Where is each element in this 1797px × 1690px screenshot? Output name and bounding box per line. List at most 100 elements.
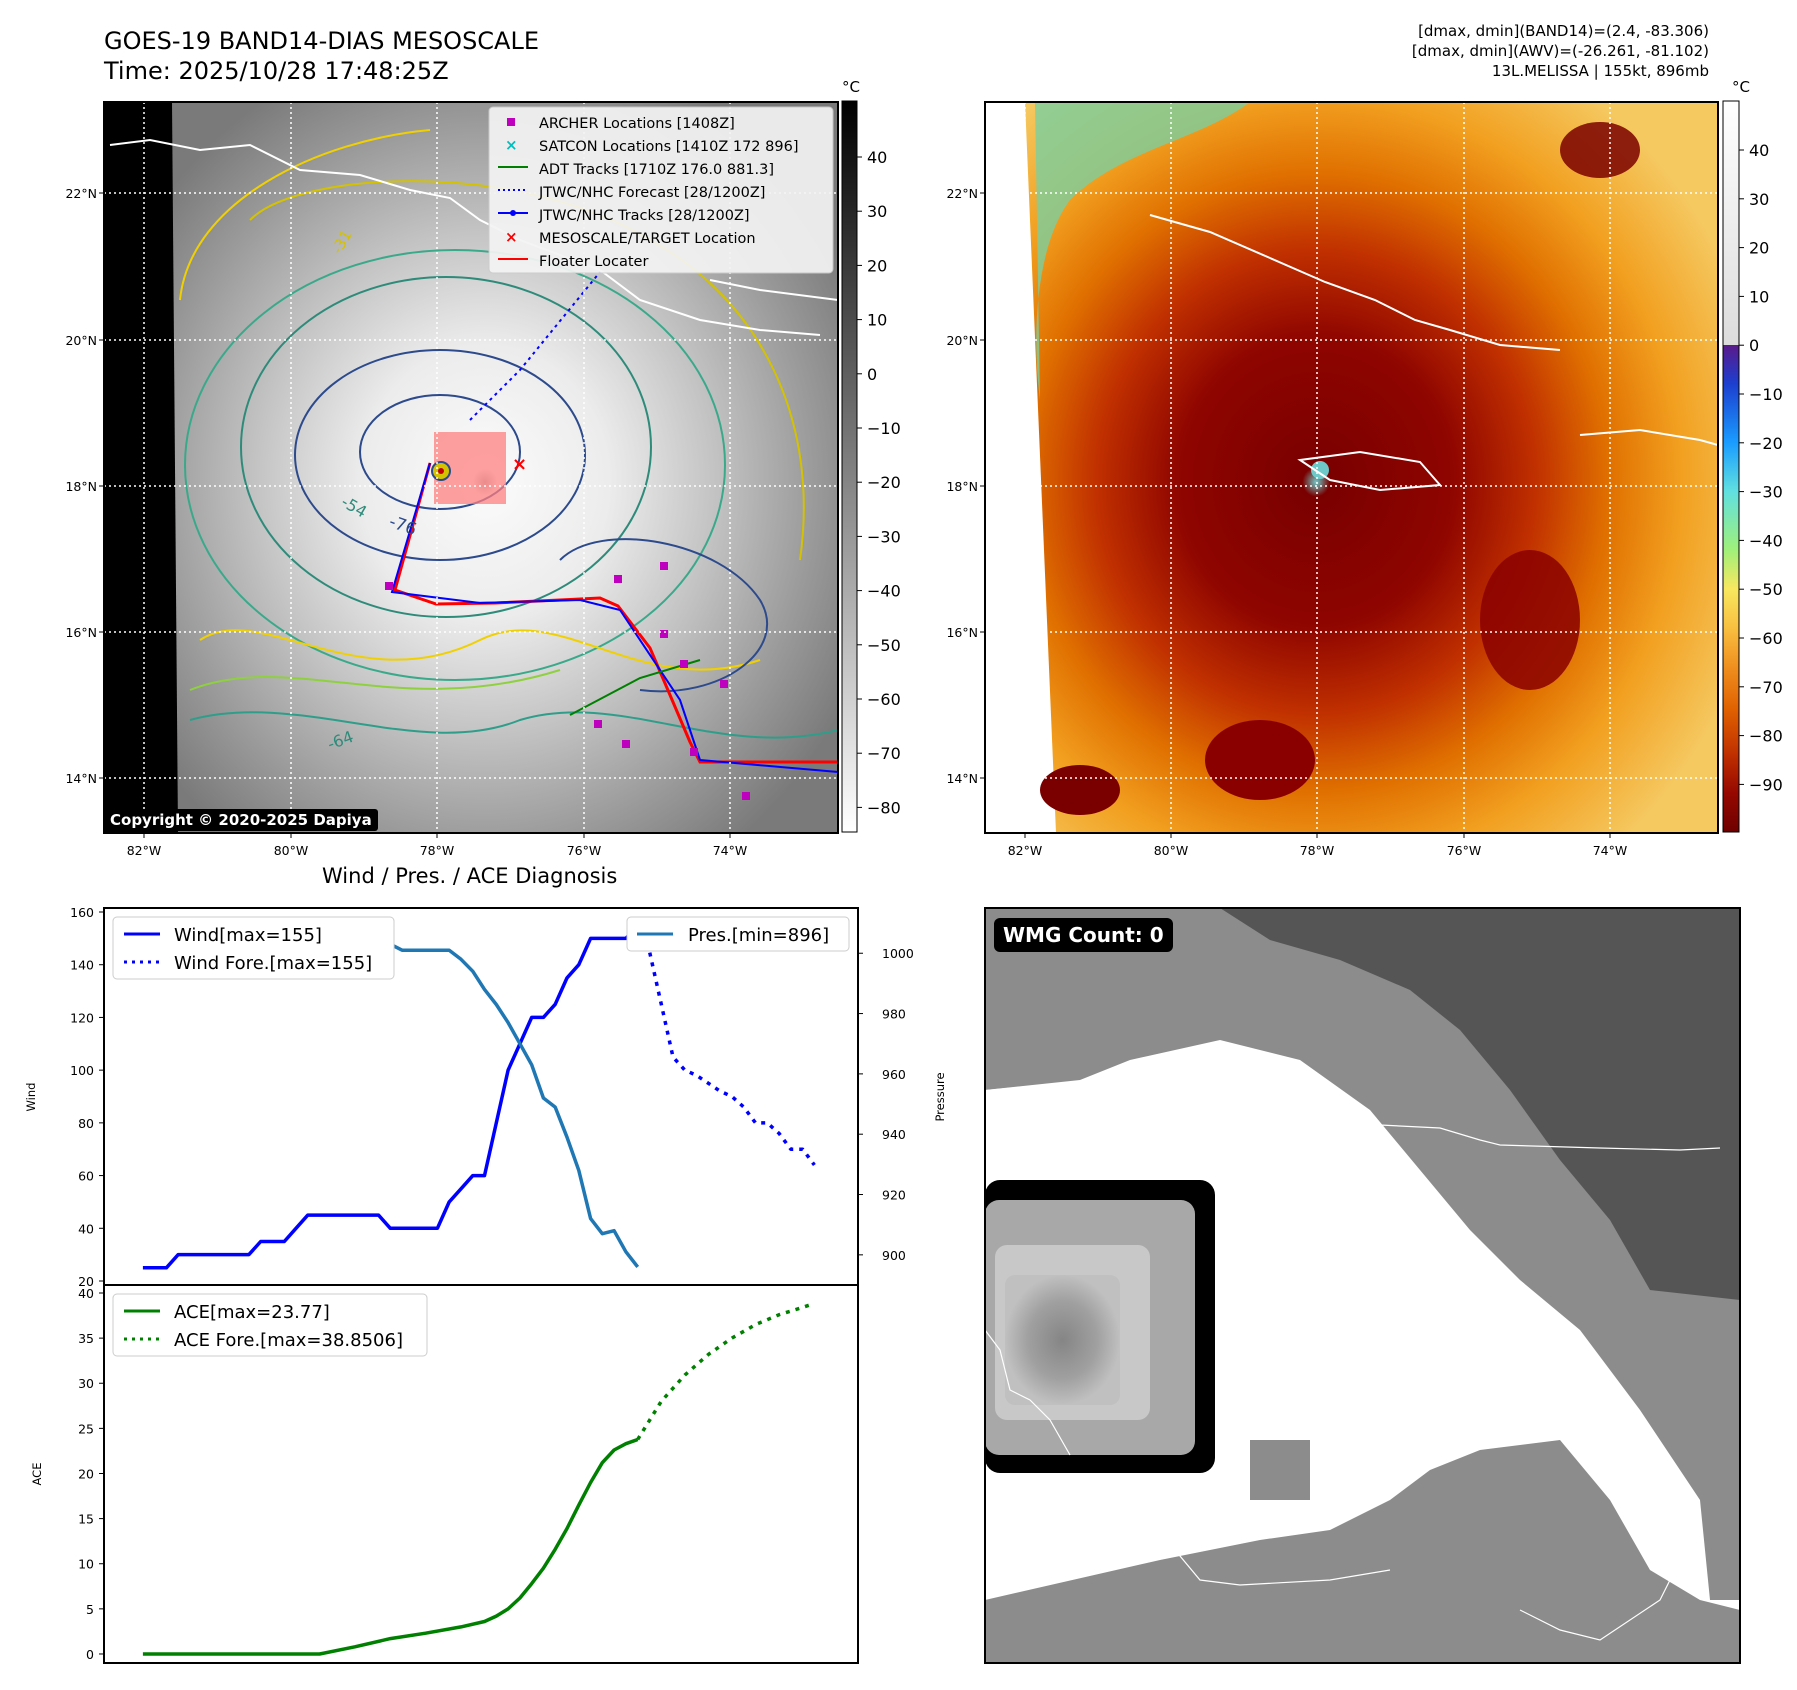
lon-tick-label: 80°W bbox=[274, 843, 309, 858]
ace-ytick-label: 25 bbox=[78, 1421, 94, 1436]
wmg-frame bbox=[984, 907, 1741, 1664]
lon-tick-label: 82°W bbox=[1008, 843, 1043, 858]
pres-ytick-label: 920 bbox=[882, 1188, 906, 1203]
lon-tick-label: 76°W bbox=[1447, 843, 1482, 858]
ir-colorbar-tick-label: −60 bbox=[867, 690, 901, 709]
lat-tick-label: 22°N bbox=[946, 186, 978, 201]
legend-pres: Pres.[min=896] bbox=[688, 925, 829, 946]
wind-ytick-label: 60 bbox=[78, 1169, 94, 1184]
legend-ace-fore: ACE Fore.[max=38.8506] bbox=[174, 1330, 403, 1351]
ir-colorbar: °C 40 30 20 10 0 −10 −20 −30 −40 −50 −60 −70 −80 bbox=[841, 78, 901, 833]
wind-ytick-label: 140 bbox=[70, 958, 94, 973]
legend-mesoscale: MESOSCALE/TARGET Location bbox=[539, 231, 756, 247]
legend-archer: ARCHER Locations [1408Z] bbox=[539, 116, 735, 132]
info-line-1: [dmax, dmin](BAND14)=(2.4, -83.306) bbox=[1418, 22, 1709, 40]
awv-colorbar-tick-label: 20 bbox=[1749, 239, 1769, 258]
legend-adt: ADT Tracks [1710Z 176.0 881.3] bbox=[539, 162, 774, 178]
ace-ytick-label: 15 bbox=[78, 1512, 94, 1527]
legend-archer-marker bbox=[507, 118, 515, 126]
legend-floater: Floater Locater bbox=[539, 254, 648, 270]
awv-colorbar-tick-label: −50 bbox=[1749, 580, 1783, 599]
legend-satcon-marker: × bbox=[505, 136, 518, 154]
awv-colorbar-tick-label: 0 bbox=[1749, 336, 1759, 355]
ir-colorbar-tick-label: −10 bbox=[867, 419, 901, 438]
ace-ytick-label: 20 bbox=[78, 1466, 94, 1481]
awv-colorbar-tick-label: −30 bbox=[1749, 483, 1783, 502]
wind-ytick-label: 80 bbox=[78, 1116, 94, 1131]
legend-mesoscale-marker: × bbox=[505, 228, 518, 246]
awv-colorbar-tick-label: −10 bbox=[1749, 385, 1783, 404]
lon-tick-label: 74°W bbox=[713, 843, 748, 858]
awv-colorbar-tick-label: −90 bbox=[1749, 775, 1783, 794]
ace-ytick-label: 10 bbox=[78, 1557, 94, 1572]
ace-ytick-label: 0 bbox=[86, 1647, 94, 1662]
figure-title: GOES-19 BAND14-DIAS MESOSCALE bbox=[104, 27, 540, 55]
awv-colorbar-tick-label: 40 bbox=[1749, 141, 1769, 160]
awv-colorbar-tick-label: −20 bbox=[1749, 434, 1783, 453]
lat-tick-label: 16°N bbox=[65, 625, 97, 640]
lat-tick-label: 14°N bbox=[946, 771, 978, 786]
awv-map-imagery bbox=[985, 102, 1718, 833]
ir-colorbar-tick-label: 0 bbox=[867, 365, 877, 384]
wind-ytick-label: 40 bbox=[78, 1221, 94, 1236]
wmg-imagery bbox=[985, 908, 1740, 1663]
ir-map-legend: × × ARCHER Locations [1408Z] SATCON Loca… bbox=[488, 106, 834, 274]
ace-axis-label: ACE bbox=[30, 1463, 44, 1486]
ir-colorbar-tick-label: 30 bbox=[867, 202, 887, 221]
ir-colorbar-tick-label: −50 bbox=[867, 636, 901, 655]
ir-colorbar-tick-label: −20 bbox=[867, 473, 901, 492]
wind-pressure-chart: 20 40 60 80 100 120 140 160 900 920 940 960 980 1000… bbox=[24, 905, 947, 1289]
lon-tick-label: 78°W bbox=[1300, 843, 1335, 858]
awv-colorbar-tick-label: −40 bbox=[1749, 531, 1783, 550]
wind-ytick-label: 160 bbox=[70, 905, 94, 920]
ir-colorbar-unit: °C bbox=[842, 78, 860, 96]
awv-colorbar: °C 40 30 20 10 0 −10 −20 −30 −40 −50 −60 −70 −80 −90 bbox=[1722, 78, 1783, 833]
awv-colorbar-tick-label: 30 bbox=[1749, 190, 1769, 209]
ace-chart: 0 5 10 15 20 25 30 35 40 ACE ACE[max=23.77] ACE … bbox=[30, 1284, 859, 1664]
legend-wind-fore: Wind Fore.[max=155] bbox=[174, 953, 372, 974]
ace-ytick-label: 40 bbox=[78, 1286, 94, 1301]
wind-ytick-label: 20 bbox=[78, 1274, 94, 1289]
ir-colorbar-tick-label: −70 bbox=[867, 744, 901, 763]
awv-colorbar-tick-label: −70 bbox=[1749, 678, 1783, 697]
svg-text:×: × bbox=[512, 454, 527, 475]
pres-ytick-label: 1000 bbox=[882, 946, 914, 961]
info-line-3: 13L.MELISSA | 155kt, 896mb bbox=[1491, 62, 1709, 80]
lon-tick-label: 82°W bbox=[127, 843, 162, 858]
pres-ytick-label: 960 bbox=[882, 1067, 906, 1082]
pres-ytick-label: 980 bbox=[882, 1007, 906, 1022]
legend-tracks: JTWC/NHC Tracks [28/1200Z] bbox=[538, 208, 750, 224]
series-ace-line bbox=[142, 1437, 639, 1656]
diagnosis-title: Wind / Pres. / ACE Diagnosis bbox=[322, 864, 618, 888]
lat-tick-label: 22°N bbox=[65, 186, 97, 201]
pres-ytick-label: 900 bbox=[882, 1248, 906, 1263]
lon-tick-label: 76°W bbox=[567, 843, 602, 858]
copyright-badge: Copyright © 2020-2025 Dapiya bbox=[104, 809, 378, 831]
lat-tick-label: 18°N bbox=[65, 479, 97, 494]
wind-axis-label: Wind bbox=[24, 1083, 38, 1112]
pres-ytick-label: 940 bbox=[882, 1127, 906, 1142]
series-ace-forecast-line bbox=[636, 1301, 815, 1441]
ir-colorbar-tick-label: −30 bbox=[867, 527, 901, 546]
wind-ytick-label: 120 bbox=[70, 1010, 94, 1025]
lat-tick-label: 14°N bbox=[65, 771, 97, 786]
pressure-axis-label: Pressure bbox=[933, 1072, 947, 1121]
legend-wind: Wind[max=155] bbox=[174, 925, 322, 946]
series-wind-line bbox=[142, 924, 640, 1270]
lat-tick-label: 20°N bbox=[65, 333, 97, 348]
ir-colorbar-tick-label: −80 bbox=[867, 798, 901, 817]
ir-colorbar-tick-label: 40 bbox=[867, 148, 887, 167]
lon-tick-label: 78°W bbox=[420, 843, 455, 858]
lon-tick-label: 80°W bbox=[1154, 843, 1189, 858]
wind-ytick-label: 100 bbox=[70, 1063, 94, 1078]
lat-tick-label: 18°N bbox=[946, 479, 978, 494]
awv-colorbar-unit: °C bbox=[1732, 78, 1750, 96]
awv-colorbar-tick-label: −60 bbox=[1749, 629, 1783, 648]
ir-colorbar-tick-label: 20 bbox=[867, 256, 887, 275]
ace-ytick-label: 5 bbox=[86, 1602, 94, 1617]
awv-colorbar-tick-label: −80 bbox=[1749, 727, 1783, 746]
legend-ace: ACE[max=23.77] bbox=[174, 1302, 330, 1323]
ace-ytick-label: 35 bbox=[78, 1331, 94, 1346]
